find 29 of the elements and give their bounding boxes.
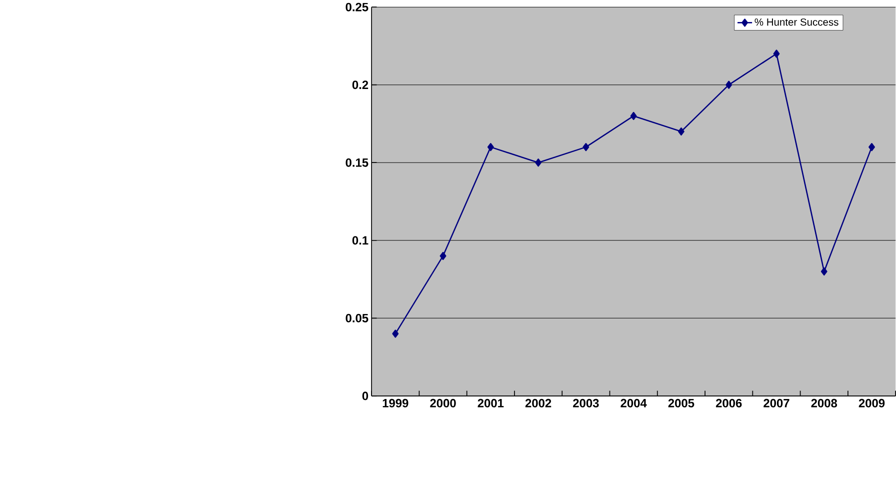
x-tick-label: 2000: [430, 398, 456, 408]
x-tick-label: 2001: [478, 398, 504, 408]
x-tick-label: 2002: [525, 398, 552, 408]
point: [392, 329, 399, 338]
point: [773, 49, 780, 58]
y-tick-label: 0: [362, 391, 368, 400]
x-tick-label: 2007: [764, 398, 790, 408]
x-tick-label: 2005: [668, 398, 694, 408]
point: [487, 142, 494, 151]
y-tick-label: 0.2: [352, 80, 368, 89]
x-tick-label: 2006: [716, 398, 742, 408]
point: [726, 80, 732, 89]
point: [535, 158, 542, 166]
point: [630, 112, 637, 120]
x-tick-label: 1999: [382, 398, 408, 408]
y-tick-label: 0.15: [346, 158, 368, 167]
point: [440, 252, 446, 260]
point: [820, 267, 828, 276]
point: [678, 127, 684, 136]
point: [582, 142, 590, 151]
x-tick-label: 2009: [858, 398, 885, 408]
y-tick-label: 0.25: [346, 2, 368, 12]
legend-label: % Hunter Success: [754, 18, 838, 26]
y-tick-label: 0.05: [346, 314, 368, 322]
x-tick-label: 2004: [620, 398, 647, 408]
x-tick-label: 2003: [573, 398, 599, 408]
y-tick-label: 0.1: [352, 236, 368, 244]
x-tick-label: 2008: [811, 398, 838, 408]
point: [868, 142, 875, 151]
